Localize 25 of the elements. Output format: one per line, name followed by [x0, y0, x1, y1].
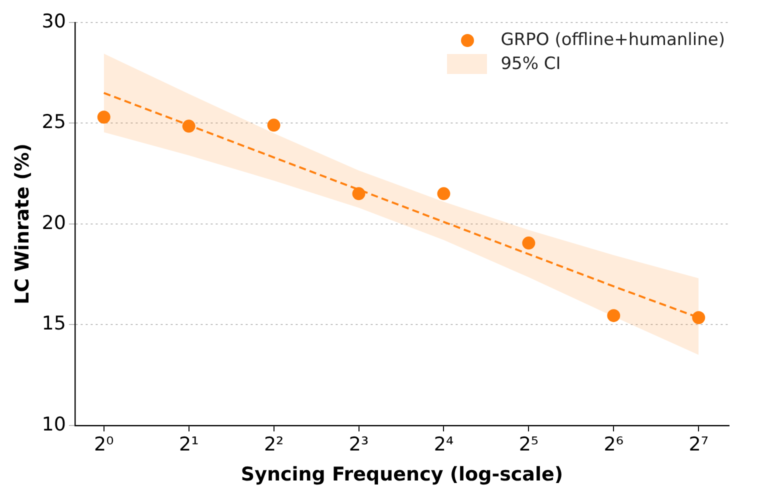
legend-label: GRPO (offline+humanline) [500, 30, 725, 50]
y-tick-label: 15 [42, 312, 66, 335]
point [182, 120, 196, 133]
y-tick-label: 30 [42, 10, 66, 32]
x-tick-label: 2⁵ [518, 434, 539, 456]
x-tick-label: 2⁷ [688, 434, 708, 456]
y-tick-label: 10 [42, 413, 66, 436]
x-axis-title: Syncing Frequency (log-scale) [240, 464, 564, 486]
point [692, 311, 706, 324]
point [352, 187, 366, 200]
point [607, 309, 620, 322]
x-tick-label: 2¹ [178, 434, 199, 456]
x-tick-label: 2⁰ [94, 434, 114, 456]
point [437, 187, 450, 200]
point [97, 110, 110, 124]
point [267, 118, 280, 132]
y-axis-title: LC Winrate (%) [11, 143, 34, 304]
y-tick-label: 25 [42, 111, 66, 134]
y-tick-label: 20 [42, 212, 66, 234]
x-tick-label: 2⁶ [604, 434, 624, 456]
x-tick-label: 2⁴ [434, 434, 454, 456]
legend-label: 95% CI [500, 54, 561, 74]
x-tick-label: 2³ [348, 434, 369, 456]
point [522, 236, 536, 250]
x-tick-label: 2² [264, 434, 284, 456]
